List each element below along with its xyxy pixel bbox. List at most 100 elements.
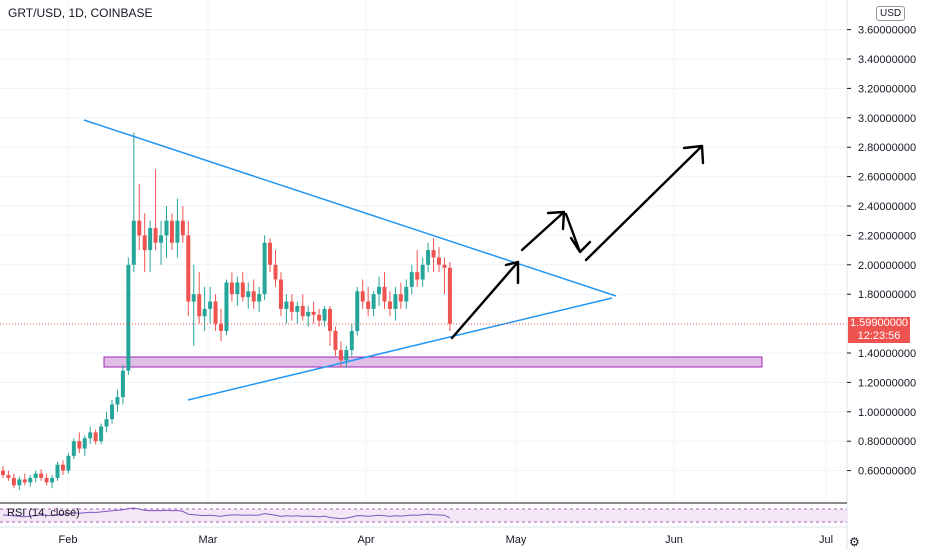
candle-body <box>322 308 327 321</box>
candle <box>431 238 436 273</box>
candle <box>344 345 349 368</box>
candle <box>148 220 153 273</box>
projection-arrows <box>450 144 705 340</box>
candle-body <box>311 311 316 315</box>
candle-body <box>398 294 403 302</box>
candle-body <box>164 220 169 236</box>
candle <box>224 279 229 336</box>
time-axis[interactable]: Feb Mar Apr May Jun Jul <box>59 534 834 546</box>
candle-body <box>273 264 278 280</box>
candle-body <box>142 235 147 251</box>
price-tick-label: 1.20000000 <box>858 377 916 389</box>
candle-body <box>148 228 153 251</box>
candle-body <box>349 330 354 351</box>
price-tick-label: 2.40000000 <box>858 201 916 213</box>
candle-body <box>60 464 65 471</box>
candle <box>382 272 387 309</box>
candle <box>88 426 93 445</box>
price-axis[interactable]: 3.60000000 3.40000000 3.20000000 3.00000000… <box>847 25 916 478</box>
candle <box>93 429 98 445</box>
candle-body <box>235 282 240 295</box>
candle <box>169 213 174 251</box>
candle-body <box>284 301 289 309</box>
candle <box>360 279 365 309</box>
candle <box>322 305 327 327</box>
candle-body <box>268 242 273 265</box>
candles <box>1 132 452 490</box>
candle-body <box>382 286 387 302</box>
price-tick-label: 1.40000000 <box>858 348 916 360</box>
symbol-header: GRT/USD, 1D, COINBASE <box>8 6 153 20</box>
time-tick-label: Feb <box>59 534 78 546</box>
candle-body <box>360 291 365 302</box>
candle-body <box>126 264 131 371</box>
candle <box>240 272 245 302</box>
candle <box>164 206 169 258</box>
grid <box>0 0 847 503</box>
arrow-4 <box>584 144 705 262</box>
candle-body <box>240 282 245 298</box>
candle-body <box>153 228 158 243</box>
candle <box>115 389 120 412</box>
candle-body <box>431 250 436 258</box>
candle-body <box>186 235 191 302</box>
candle-body <box>447 267 452 324</box>
candle <box>50 475 55 489</box>
price-tick-label: 1.80000000 <box>858 289 916 301</box>
candle <box>278 272 283 317</box>
candle <box>311 301 316 324</box>
rsi-label: RSI (14, close) <box>7 507 80 519</box>
candle <box>120 364 125 405</box>
candle-body <box>344 350 349 361</box>
candle-body <box>88 432 93 439</box>
candle <box>159 220 164 265</box>
candle <box>71 438 76 459</box>
currency-button[interactable]: USD <box>876 6 906 21</box>
candle-body <box>366 301 371 309</box>
candle <box>33 470 38 483</box>
settings-icon[interactable]: ⚙ <box>849 535 860 549</box>
price-tick-label: 0.80000000 <box>858 436 916 448</box>
candle-body <box>82 438 87 449</box>
candle <box>11 473 16 489</box>
candle <box>420 257 425 287</box>
candle-body <box>317 314 322 321</box>
candle-body <box>11 477 16 486</box>
candle-body <box>169 220 174 243</box>
candle-body <box>295 305 300 312</box>
candle <box>289 294 294 321</box>
candle <box>186 220 191 317</box>
candle <box>28 475 33 487</box>
candle-body <box>229 282 234 295</box>
candle-body <box>420 264 425 280</box>
candle <box>398 282 403 309</box>
candle-body <box>278 279 283 309</box>
candle <box>393 286 398 321</box>
candle-body <box>377 286 382 295</box>
candle-body <box>387 301 392 309</box>
candle <box>349 323 354 356</box>
candle-body <box>28 477 33 483</box>
candle-body <box>224 282 229 331</box>
candle-body <box>300 305 305 317</box>
candle <box>99 423 104 445</box>
candle-body <box>251 291 256 302</box>
candle <box>268 238 273 273</box>
candle <box>208 286 213 324</box>
candle <box>229 272 234 302</box>
candle <box>66 452 71 474</box>
candle <box>153 169 158 251</box>
arrow-2 <box>520 210 566 252</box>
candle-body <box>415 272 420 280</box>
candle <box>126 257 131 376</box>
candle-body <box>22 479 27 483</box>
price-tick-label: 3.00000000 <box>858 113 916 125</box>
candle-body <box>262 242 267 295</box>
price-tick-label: 3.20000000 <box>858 83 916 95</box>
price-tick-label: 2.80000000 <box>858 142 916 154</box>
candle-body <box>426 250 431 265</box>
last-price-value: 1.59900000 <box>849 317 909 329</box>
candle-body <box>191 294 196 302</box>
time-tick-label: Mar <box>199 534 218 546</box>
